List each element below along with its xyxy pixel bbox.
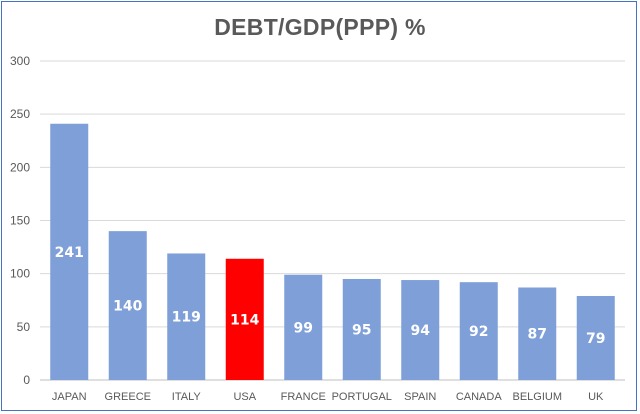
category-label-spain: SPAIN: [404, 391, 436, 403]
category-label-usa: USA: [233, 391, 256, 403]
data-label-italy: 119: [172, 310, 201, 326]
category-label-belgium: BELGIUM: [512, 391, 562, 403]
bar-canada: [459, 282, 498, 380]
bar-belgium: [518, 287, 557, 380]
data-label-greece: 140: [113, 299, 142, 315]
bar-portugal: [342, 278, 381, 380]
data-label-portugal: 95: [352, 322, 371, 338]
bar-usa: [225, 258, 264, 380]
category-label-portugal: PORTUGAL: [332, 391, 392, 403]
category-label-france: FRANCE: [281, 391, 326, 403]
data-label-canada: 92: [469, 324, 488, 340]
data-label-spain: 94: [411, 323, 431, 339]
bar-japan: [50, 123, 89, 380]
category-label-canada: CANADA: [456, 391, 503, 403]
bar-uk: [576, 295, 615, 380]
data-label-belgium: 87: [528, 327, 547, 343]
bar-greece: [108, 231, 147, 380]
category-label-greece: GREECE: [105, 391, 151, 403]
bar-italy: [167, 253, 206, 380]
category-label-italy: ITALY: [172, 391, 202, 403]
data-label-usa: 114: [230, 312, 259, 328]
chart-title: DEBT/GDP(PPP) %: [214, 14, 426, 40]
category-label-uk: UK: [588, 391, 604, 403]
data-label-japan: 241: [55, 245, 84, 261]
bar-spain: [401, 280, 440, 380]
bar-france: [284, 274, 323, 380]
y-tick-label: 50: [17, 320, 31, 334]
y-tick-label: 150: [10, 214, 30, 228]
y-tick-label: 200: [10, 160, 30, 174]
y-tick-label: 250: [10, 107, 30, 121]
y-tick-label: 0: [23, 373, 30, 387]
y-tick-label: 100: [10, 267, 30, 281]
data-label-uk: 79: [586, 331, 605, 347]
y-tick-label: 300: [10, 54, 30, 68]
data-label-france: 99: [294, 320, 313, 336]
category-label-japan: JAPAN: [52, 391, 87, 403]
